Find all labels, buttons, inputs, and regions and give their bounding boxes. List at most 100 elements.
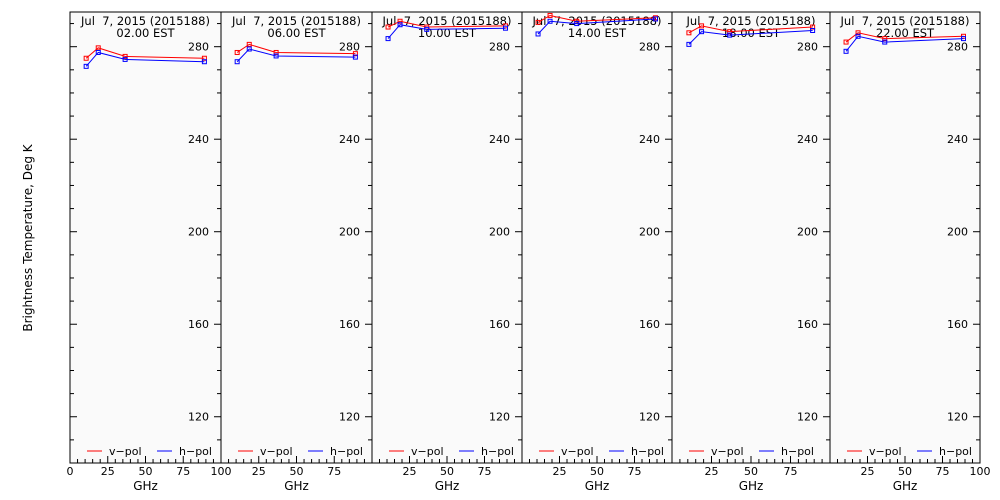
y-tick-label: 200: [489, 226, 510, 239]
data-point-h-pol: [855, 33, 861, 39]
x-axis-label: GHz: [435, 479, 460, 493]
y-tick-label: 120: [947, 411, 968, 424]
x-tick-label: 75: [628, 465, 642, 478]
legend-label: h−pol: [631, 445, 664, 458]
x-tick-label: 50: [290, 465, 304, 478]
data-point-h-pol: [273, 53, 279, 59]
plot-frame: [371, 11, 523, 464]
y-tick-label: 280: [489, 41, 510, 54]
x-tick-label: 25: [705, 465, 719, 478]
series-line-v-pol: [387, 20, 506, 28]
data-point-h-pol: [574, 21, 580, 27]
y-tick-label: 280: [639, 41, 660, 54]
legend-label: v−pol: [711, 445, 744, 458]
y-tick-label: 160: [339, 318, 360, 331]
x-tick-label: 50: [139, 465, 153, 478]
data-point-h-pol: [122, 56, 128, 62]
data-point-v-pol: [535, 19, 541, 25]
x-tick-label: 75: [936, 465, 950, 478]
data-point-v-pol: [686, 30, 692, 36]
series-line-h-pol: [845, 35, 964, 52]
panel-subtitle: 22.00 EST: [876, 26, 935, 40]
data-point-v-pol: [547, 12, 553, 18]
data-point-h-pol: [727, 32, 733, 38]
legend-label: h−pol: [781, 445, 814, 458]
panel-title: Jul 7, 2015 (2015188): [231, 14, 361, 28]
x-tick-label: 25: [101, 465, 115, 478]
data-point-v-pol: [855, 30, 861, 36]
x-tick-label: 25: [252, 465, 266, 478]
x-tick-label: 50: [590, 465, 604, 478]
data-point-h-pol: [535, 31, 541, 37]
y-axis-label: Brightness Temperature, Deg K: [21, 143, 35, 331]
panel-subtitle: 02.00 EST: [116, 26, 175, 40]
plot-frame: [220, 11, 373, 464]
y-tick-label: 200: [639, 226, 660, 239]
data-point-h-pol: [352, 54, 358, 60]
legend-label: h−pol: [330, 445, 363, 458]
data-point-h-pol: [810, 28, 816, 34]
y-tick-label: 240: [639, 133, 660, 146]
data-point-h-pol: [83, 63, 89, 69]
y-tick-label: 240: [947, 133, 968, 146]
legend-label: h−pol: [179, 445, 212, 458]
x-tick-label: 50: [440, 465, 454, 478]
legend-label: h−pol: [481, 445, 514, 458]
data-point-v-pol: [385, 24, 391, 30]
data-point-h-pol: [961, 36, 966, 42]
panel-subtitle: 06.00 EST: [267, 26, 326, 40]
y-tick-label: 160: [639, 318, 660, 331]
data-point-v-pol: [397, 18, 403, 24]
x-tick-label: 75: [327, 465, 341, 478]
data-point-h-pol: [503, 25, 508, 31]
x-tick-label: 50: [898, 465, 912, 478]
panel-5: Jul 7, 2015 (2015188)18.00 EST1201602002…: [671, 11, 831, 493]
series-line-h-pol: [236, 48, 356, 63]
y-tick-label: 120: [188, 411, 209, 424]
panel-title: Jul 7, 2015 (2015188): [840, 14, 970, 28]
series-line-v-pol: [85, 47, 205, 59]
legend-label: v−pol: [869, 445, 902, 458]
panel-1: Jul 7, 2015 (2015188)02.00 EST 120 160 200 2…: [67, 11, 232, 493]
plot-frame: [671, 11, 831, 464]
data-point-h-pol: [201, 59, 207, 65]
data-point-h-pol: [424, 26, 430, 32]
data-point-h-pol: [234, 59, 240, 65]
x-axis-label: GHz: [284, 479, 309, 493]
x-tick-label: 50: [744, 465, 758, 478]
data-point-h-pol: [547, 18, 553, 24]
series-line-v-pol: [688, 25, 813, 34]
x-tick-label: 100: [211, 465, 232, 478]
panel-subtitle: 10.00 EST: [418, 26, 477, 40]
x-tick-label: 100: [970, 465, 991, 478]
y-tick-label: 240: [339, 133, 360, 146]
data-point-h-pol: [385, 36, 391, 42]
data-point-v-pol: [843, 39, 849, 45]
series-line-v-pol: [845, 32, 964, 43]
legend-label: h−pol: [939, 445, 972, 458]
plot-frame: [829, 11, 981, 464]
y-tick-label: 280: [339, 41, 360, 54]
data-point-v-pol: [246, 41, 252, 47]
data-point-h-pol: [95, 49, 101, 55]
y-tick-label: 120: [339, 411, 360, 424]
x-tick-label: 75: [478, 465, 492, 478]
data-point-v-pol: [352, 51, 358, 57]
panel-4: Jul 7, 2015 (2015188)14.00 EST 120 160 200 2…: [521, 11, 673, 493]
data-point-h-pol: [843, 48, 849, 54]
plot-frame: [521, 11, 673, 464]
data-point-h-pol: [882, 39, 888, 45]
y-tick-label: 200: [188, 226, 209, 239]
y-tick-label: 240: [489, 133, 510, 146]
x-axis-label: GHz: [133, 479, 158, 493]
y-tick-label: 240: [188, 133, 209, 146]
panel-2: Jul 7, 2015 (2015188)06.00 EST 120 160 200 2…: [220, 11, 373, 493]
panel-subtitle: 14.00 EST: [568, 26, 627, 40]
panel-title: Jul 7, 2015 (2015188): [532, 14, 662, 28]
legend-label: v−pol: [260, 445, 293, 458]
data-point-h-pol: [246, 46, 252, 52]
data-point-v-pol: [122, 53, 128, 59]
data-point-v-pol: [234, 49, 240, 55]
x-axis-label: GHz: [893, 479, 918, 493]
